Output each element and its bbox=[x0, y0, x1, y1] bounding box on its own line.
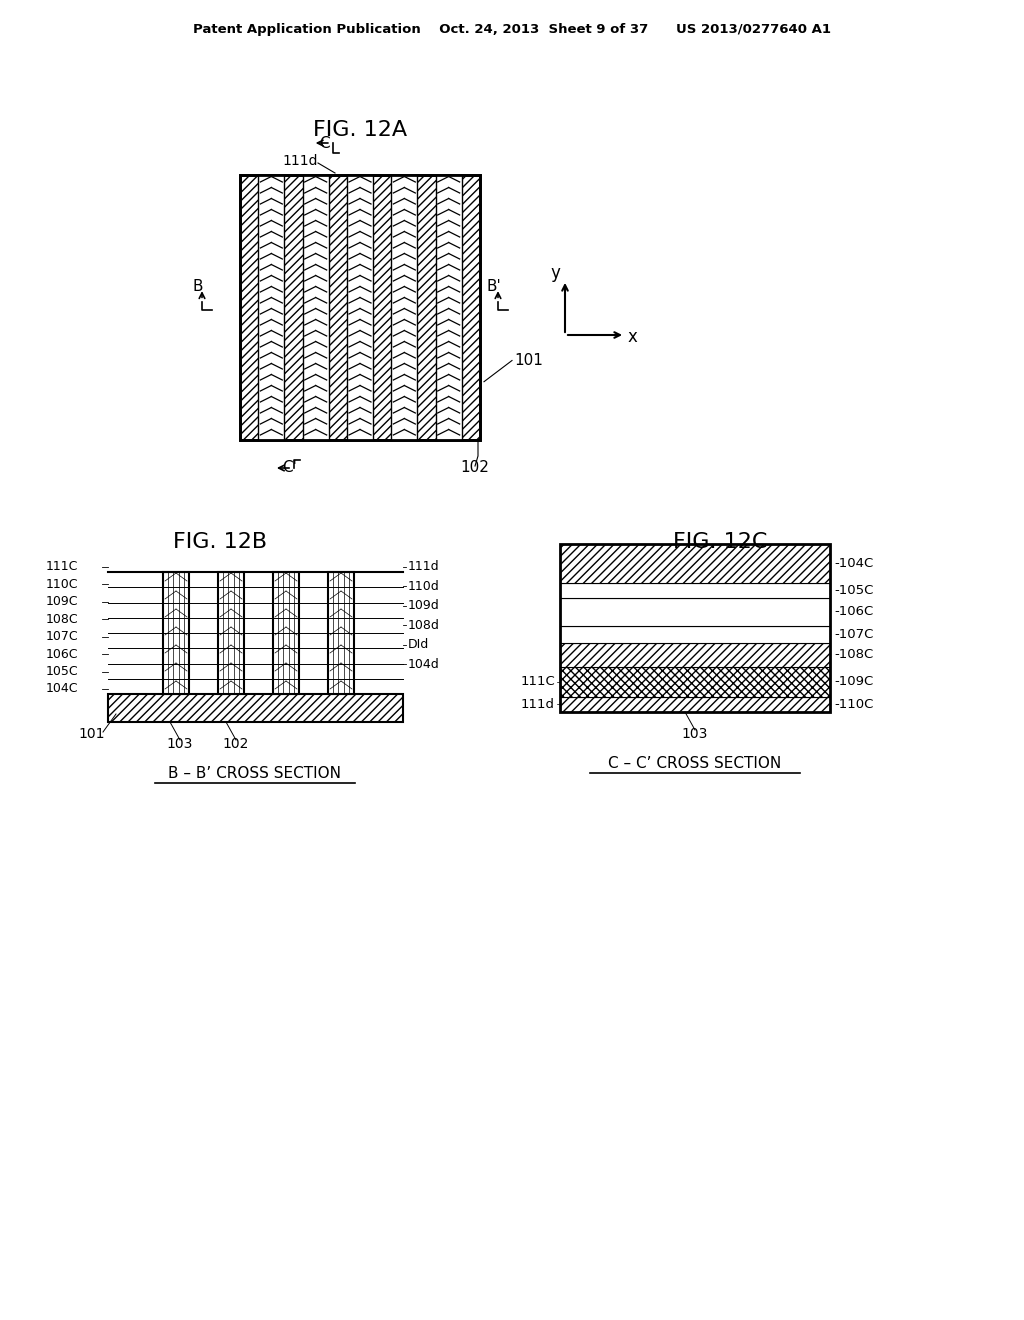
Text: 109C: 109C bbox=[46, 595, 79, 609]
Text: 111d: 111d bbox=[282, 154, 317, 168]
Text: y: y bbox=[550, 264, 560, 282]
Text: 108d: 108d bbox=[408, 619, 440, 632]
Text: 101: 101 bbox=[514, 352, 543, 368]
Text: -104C: -104C bbox=[834, 557, 873, 570]
Bar bbox=[560, 582, 830, 598]
Bar bbox=[240, 176, 480, 440]
Text: -107C: -107C bbox=[834, 628, 873, 642]
Text: FIG. 12C: FIG. 12C bbox=[673, 532, 767, 552]
Text: 110C: 110C bbox=[46, 578, 79, 591]
Text: 103: 103 bbox=[682, 727, 709, 741]
Text: 111C: 111C bbox=[520, 676, 555, 688]
Text: 107C: 107C bbox=[46, 630, 79, 643]
Text: 104d: 104d bbox=[408, 657, 439, 671]
Text: 103: 103 bbox=[167, 737, 194, 751]
Bar bbox=[303, 176, 329, 440]
Text: C': C' bbox=[282, 461, 297, 475]
Text: C – C’ CROSS SECTION: C – C’ CROSS SECTION bbox=[608, 756, 781, 771]
Bar bbox=[258, 176, 285, 440]
Text: FIG. 12B: FIG. 12B bbox=[173, 532, 267, 552]
Bar bbox=[560, 544, 830, 582]
Text: -109C: -109C bbox=[834, 676, 873, 688]
Text: 108C: 108C bbox=[46, 612, 79, 626]
Bar bbox=[328, 572, 354, 694]
Text: 101: 101 bbox=[78, 727, 104, 741]
Bar bbox=[560, 626, 830, 643]
Text: C: C bbox=[318, 136, 330, 150]
Bar bbox=[435, 176, 462, 440]
Bar bbox=[560, 697, 830, 711]
Text: x: x bbox=[628, 327, 638, 346]
Text: 109d: 109d bbox=[408, 599, 439, 612]
Text: -105C: -105C bbox=[834, 583, 873, 597]
Text: 111d: 111d bbox=[521, 698, 555, 711]
Text: FIG. 12A: FIG. 12A bbox=[313, 120, 408, 140]
Text: B: B bbox=[193, 279, 203, 294]
Bar bbox=[560, 643, 830, 667]
Text: 110d: 110d bbox=[408, 579, 439, 593]
Text: 105C: 105C bbox=[46, 665, 79, 678]
Bar bbox=[391, 176, 418, 440]
Text: 111d: 111d bbox=[408, 561, 439, 573]
Text: -108C: -108C bbox=[834, 648, 873, 661]
Text: B – B’ CROSS SECTION: B – B’ CROSS SECTION bbox=[169, 767, 341, 781]
Text: 106C: 106C bbox=[46, 648, 79, 660]
Text: 104C: 104C bbox=[46, 682, 79, 696]
Bar bbox=[108, 694, 403, 722]
Text: DId: DId bbox=[408, 638, 429, 651]
Bar bbox=[240, 176, 480, 440]
Text: Patent Application Publication    Oct. 24, 2013  Sheet 9 of 37      US 2013/0277: Patent Application Publication Oct. 24, … bbox=[193, 24, 831, 37]
Bar bbox=[273, 572, 299, 694]
Text: B': B' bbox=[486, 279, 501, 294]
Text: -110C: -110C bbox=[834, 698, 873, 711]
Text: 102: 102 bbox=[460, 461, 488, 475]
Text: 111C: 111C bbox=[46, 561, 79, 573]
Text: -106C: -106C bbox=[834, 606, 873, 618]
Bar bbox=[560, 667, 830, 697]
Bar bbox=[560, 544, 830, 711]
Bar bbox=[347, 176, 373, 440]
Text: 102: 102 bbox=[223, 737, 249, 751]
Bar bbox=[218, 572, 244, 694]
Bar bbox=[560, 598, 830, 626]
Bar bbox=[163, 572, 189, 694]
